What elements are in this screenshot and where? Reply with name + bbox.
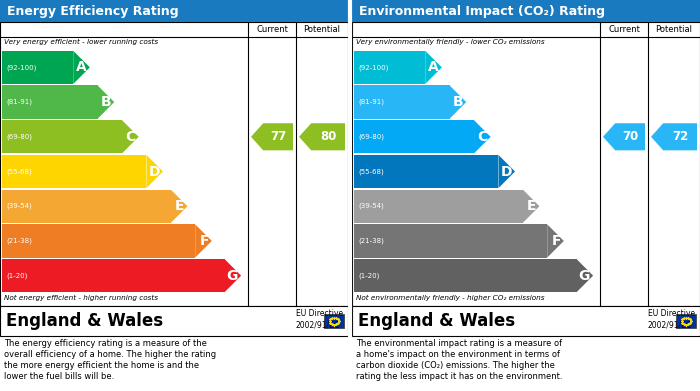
Bar [2, 259, 225, 292]
Bar [2, 190, 171, 223]
Bar [354, 51, 425, 84]
Text: E: E [527, 199, 536, 213]
Text: England & Wales: England & Wales [358, 312, 515, 330]
Text: (1-20): (1-20) [6, 273, 27, 279]
Polygon shape [122, 120, 139, 153]
Text: EU Directive
2002/91/EC: EU Directive 2002/91/EC [296, 308, 343, 329]
Text: A: A [428, 60, 439, 74]
Text: (81-91): (81-91) [358, 99, 384, 105]
Text: D: D [148, 165, 160, 179]
Text: (21-38): (21-38) [6, 238, 32, 244]
Bar [0, 306, 348, 336]
Text: The environmental impact rating is a measure of
a home's impact on the environme: The environmental impact rating is a mea… [356, 339, 563, 381]
Text: Potential: Potential [304, 25, 340, 34]
Text: (55-68): (55-68) [6, 168, 32, 175]
Polygon shape [474, 120, 491, 153]
Text: B: B [101, 95, 111, 109]
Text: A: A [76, 60, 87, 74]
Text: 72: 72 [672, 130, 688, 143]
Text: C: C [477, 130, 488, 144]
Polygon shape [603, 123, 645, 150]
Bar [2, 86, 97, 119]
Polygon shape [171, 190, 188, 223]
Text: England & Wales: England & Wales [6, 312, 163, 330]
Text: Very environmentally friendly - lower CO₂ emissions: Very environmentally friendly - lower CO… [356, 39, 545, 45]
Text: EU Directive
2002/91/EC: EU Directive 2002/91/EC [648, 308, 695, 329]
Text: Current: Current [256, 25, 288, 34]
Polygon shape [251, 123, 293, 150]
Polygon shape [299, 123, 345, 150]
Bar [2, 120, 122, 153]
Bar [324, 314, 344, 328]
Text: 77: 77 [270, 130, 286, 143]
Text: (92-100): (92-100) [358, 64, 388, 71]
Bar [0, 0, 348, 22]
Bar [676, 314, 696, 328]
Polygon shape [146, 155, 163, 188]
Text: C: C [125, 130, 136, 144]
Bar [354, 120, 474, 153]
Text: G: G [227, 269, 238, 283]
Polygon shape [449, 86, 466, 119]
Bar [0, 22, 348, 306]
Bar [354, 190, 523, 223]
Bar [2, 51, 73, 84]
Polygon shape [225, 259, 241, 292]
Text: B: B [453, 95, 463, 109]
Bar [354, 155, 498, 188]
Bar [352, 22, 700, 306]
Text: D: D [500, 165, 512, 179]
Text: Not environmentally friendly - higher CO₂ emissions: Not environmentally friendly - higher CO… [356, 295, 545, 301]
Text: (69-80): (69-80) [6, 134, 32, 140]
Text: The energy efficiency rating is a measure of the
overall efficiency of a home. T: The energy efficiency rating is a measur… [4, 339, 216, 381]
Bar [354, 259, 577, 292]
Polygon shape [547, 224, 564, 258]
Bar [352, 306, 700, 336]
Text: (39-54): (39-54) [358, 203, 384, 210]
Text: (39-54): (39-54) [6, 203, 32, 210]
Text: F: F [552, 234, 561, 248]
Text: 80: 80 [320, 130, 336, 143]
Text: Very energy efficient - lower running costs: Very energy efficient - lower running co… [4, 39, 158, 45]
Polygon shape [74, 51, 90, 84]
Polygon shape [577, 259, 593, 292]
Text: Energy Efficiency Rating: Energy Efficiency Rating [7, 5, 178, 18]
Text: Environmental Impact (CO₂) Rating: Environmental Impact (CO₂) Rating [359, 5, 605, 18]
Polygon shape [425, 51, 442, 84]
Polygon shape [651, 123, 697, 150]
Text: Potential: Potential [655, 25, 692, 34]
Text: (81-91): (81-91) [6, 99, 32, 105]
Text: 70: 70 [622, 130, 638, 143]
Bar [2, 224, 195, 258]
Polygon shape [498, 155, 515, 188]
Text: Not energy efficient - higher running costs: Not energy efficient - higher running co… [4, 295, 158, 301]
Polygon shape [97, 86, 114, 119]
Text: (69-80): (69-80) [358, 134, 384, 140]
Polygon shape [195, 224, 212, 258]
Bar [2, 155, 146, 188]
Bar [352, 0, 700, 22]
Bar [354, 224, 547, 258]
Text: (21-38): (21-38) [358, 238, 384, 244]
Text: (55-68): (55-68) [358, 168, 384, 175]
Text: (1-20): (1-20) [358, 273, 379, 279]
Text: F: F [199, 234, 209, 248]
Text: (92-100): (92-100) [6, 64, 36, 71]
Polygon shape [523, 190, 540, 223]
Text: E: E [175, 199, 184, 213]
Text: Current: Current [608, 25, 640, 34]
Text: G: G [579, 269, 590, 283]
Bar [354, 86, 449, 119]
